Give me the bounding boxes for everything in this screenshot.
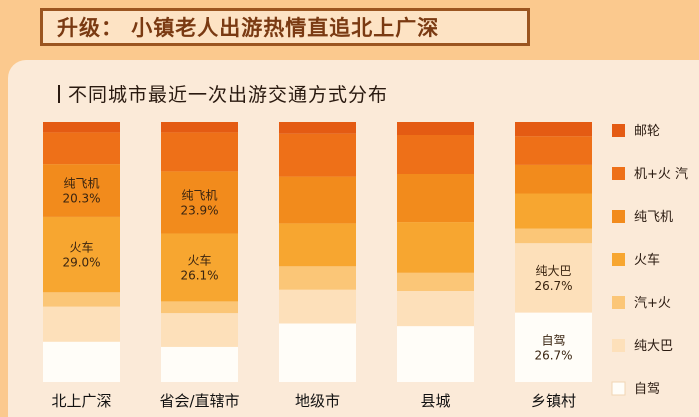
bar-segment-2-1 bbox=[279, 289, 356, 324]
bar-segment-0-1 bbox=[43, 306, 120, 342]
bar-segment-1-1 bbox=[161, 313, 238, 347]
bar-segment-3-4 bbox=[397, 174, 474, 223]
legend-swatch bbox=[612, 339, 625, 352]
bar-segment-2-0 bbox=[279, 323, 356, 382]
bar-segment-2-2 bbox=[279, 266, 356, 290]
legend-label: 自驾 bbox=[634, 382, 660, 397]
bar-segment-4-4 bbox=[515, 164, 592, 194]
legend-swatch bbox=[612, 124, 625, 137]
data-label-value: 23.9% bbox=[180, 203, 218, 217]
bar-segment-1-6 bbox=[161, 122, 238, 133]
bar-segment-3-6 bbox=[397, 122, 474, 135]
data-label-value: 26.1% bbox=[180, 268, 218, 282]
chart-title: 不同城市最近一次出游交通方式分布 bbox=[58, 80, 388, 107]
bar-segment-0-2 bbox=[43, 292, 120, 307]
bar-segment-0-4 bbox=[43, 164, 120, 217]
bar-segment-4-1 bbox=[515, 243, 592, 313]
legend-swatch bbox=[612, 296, 625, 309]
bar-segment-1-3 bbox=[161, 233, 238, 302]
bar-segment-2-3 bbox=[279, 223, 356, 267]
page-title: 升级： 小镇老人出游热情直追北上广深 bbox=[40, 8, 530, 46]
data-label-name: 火车 bbox=[69, 240, 93, 255]
data-label-name: 纯飞机 bbox=[63, 177, 99, 191]
bar-segment-3-2 bbox=[397, 272, 474, 291]
category-label: 省会/直辖市 bbox=[159, 392, 239, 410]
legend-label: 纯大巴 bbox=[634, 339, 673, 354]
bar-segment-2-4 bbox=[279, 176, 356, 224]
data-label-name: 自驾 bbox=[541, 333, 565, 347]
legend-swatch bbox=[612, 253, 625, 266]
bar-segment-4-0 bbox=[515, 312, 592, 382]
data-label-value: 26.7% bbox=[534, 279, 572, 293]
bar-segment-3-5 bbox=[397, 135, 474, 174]
legend-swatch bbox=[612, 210, 625, 223]
legend-swatch bbox=[612, 167, 625, 180]
title-accent-bar bbox=[58, 85, 60, 103]
legend-label: 汽+火 bbox=[634, 296, 671, 311]
data-label-name: 火车 bbox=[187, 252, 211, 267]
page-title-text: 升级： 小镇老人出游热情直追北上广深 bbox=[57, 16, 440, 40]
category-label: 县城 bbox=[420, 392, 450, 410]
legend-label: 火车 bbox=[634, 252, 660, 268]
bar-segment-1-5 bbox=[161, 132, 238, 172]
bar-segment-0-3 bbox=[43, 216, 120, 293]
bar-segment-1-2 bbox=[161, 301, 238, 314]
data-label-name: 纯飞机 bbox=[181, 188, 217, 202]
legend-label: 机+火 汽 bbox=[634, 167, 688, 182]
bar-segment-2-5 bbox=[279, 133, 356, 177]
data-label-name: 纯大巴 bbox=[535, 264, 571, 278]
bar-segment-2-6 bbox=[279, 122, 356, 134]
legend-label: 纯飞机 bbox=[634, 210, 673, 225]
bar-segment-0-0 bbox=[43, 341, 120, 382]
bar-segment-4-6 bbox=[515, 122, 592, 137]
bar-segment-4-5 bbox=[515, 136, 592, 165]
bar-segment-1-0 bbox=[161, 346, 238, 382]
legend-label: 邮轮 bbox=[634, 124, 660, 139]
bar-segment-3-3 bbox=[397, 222, 474, 273]
bar-segment-0-6 bbox=[43, 122, 120, 133]
category-label: 北上广深 bbox=[51, 392, 111, 410]
bar-segment-4-2 bbox=[515, 228, 592, 244]
bar-segment-4-3 bbox=[515, 193, 592, 229]
bar-segment-1-4 bbox=[161, 171, 238, 234]
data-label-value: 29.0% bbox=[62, 256, 100, 270]
category-label: 乡镇村 bbox=[531, 392, 576, 410]
bar-segment-3-0 bbox=[397, 326, 474, 382]
category-label: 地级市 bbox=[295, 392, 340, 410]
chart-title-text: 不同城市最近一次出游交通方式分布 bbox=[68, 84, 389, 106]
data-label-value: 20.3% bbox=[62, 192, 100, 206]
legend-swatch bbox=[611, 381, 626, 396]
data-label-value: 26.7% bbox=[534, 348, 572, 362]
bar-segment-0-5 bbox=[43, 132, 120, 165]
bar-segment-3-1 bbox=[397, 291, 474, 327]
